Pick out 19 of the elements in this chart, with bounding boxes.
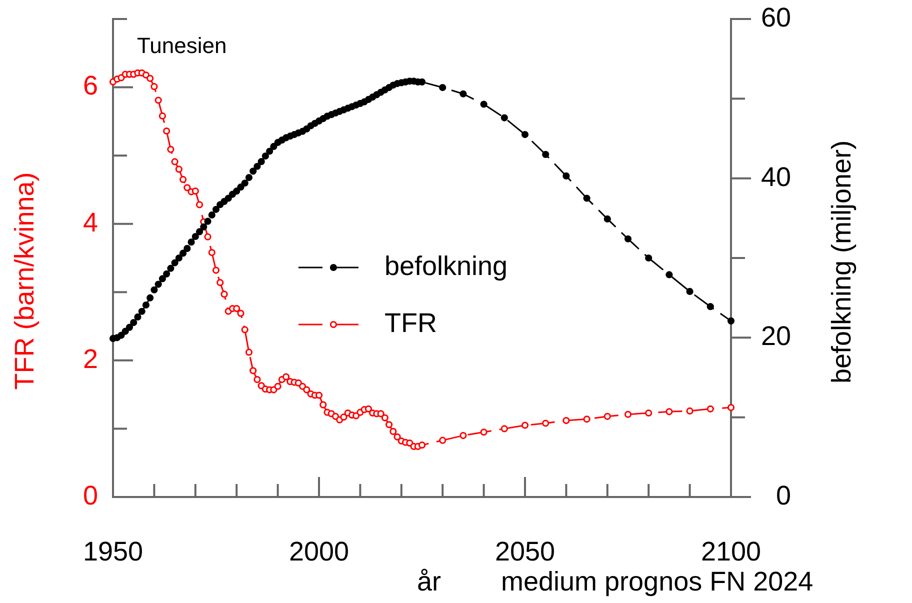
x-tick-label: 2050 <box>494 536 556 567</box>
x-tick-label: 2100 <box>700 536 762 567</box>
y-tick-label: 0 <box>82 480 98 510</box>
x-tick-label: 2000 <box>288 536 350 567</box>
y-tick-label: 6 <box>82 70 98 101</box>
y2-tick-label: 0 <box>776 480 791 510</box>
legend-label: TFR <box>384 308 437 338</box>
y2-tick-label: 40 <box>760 162 791 192</box>
y2-tick-label: 20 <box>760 321 791 352</box>
text: Tunesien <box>137 33 227 58</box>
x-tick-label: 1950 <box>82 536 144 567</box>
y-tick-label: 4 <box>82 207 98 238</box>
y-tick-label: 2 <box>82 344 98 374</box>
y-axis-title: TFR (barn/kvinna) <box>9 172 40 390</box>
y2-tick-label: 60 <box>760 2 791 32</box>
text: medium prognos FN 2024 <box>501 566 814 596</box>
y2-axis-title: befolkning (miljoner) <box>826 140 856 384</box>
x-axis-title: år <box>416 566 442 596</box>
legend-label: befolkning <box>384 250 508 281</box>
